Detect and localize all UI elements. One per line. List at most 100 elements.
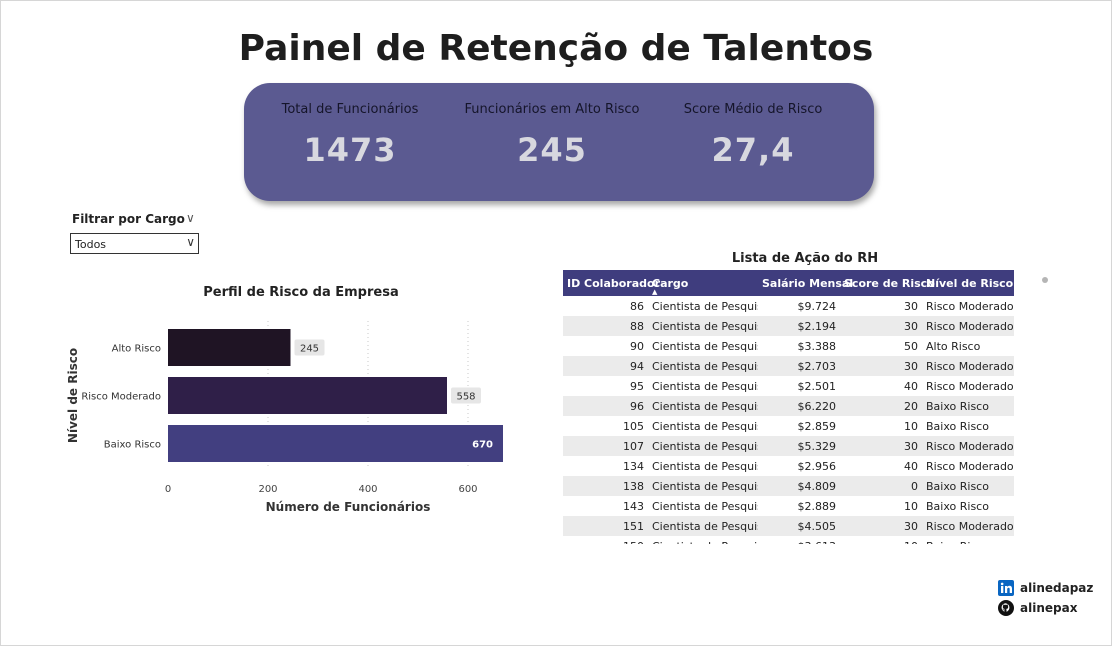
cell-employee-id: 86 — [630, 299, 644, 313]
data-label: 670 — [472, 440, 493, 451]
role-filter-dropdown[interactable]: Todos ∨ — [70, 233, 199, 254]
cell-salary: $5.329 — [797, 439, 837, 453]
slicer-label: Filtrar por Cargo — [72, 212, 185, 226]
cell-risk-score: 30 — [904, 439, 918, 453]
table-row[interactable]: 138 Cientista de Pesquisa $4.809 0 Baixo Ris… — [563, 476, 1014, 496]
kpi-value: 27,4 — [711, 131, 795, 169]
cell-role: Cientista de Pesquisa — [652, 499, 758, 513]
cell-salary: $9.724 — [797, 299, 837, 313]
kpi-label: Total de Funcionários — [281, 102, 419, 117]
cell-salary: $3.613 — [758, 536, 840, 545]
cell-salary: $2.956 — [797, 459, 837, 473]
linkedin-handle: alinedapaz — [1020, 581, 1094, 595]
kpi-value: 245 — [517, 131, 587, 169]
data-label: 245 — [300, 344, 319, 355]
cell-salary: $4.809 — [797, 479, 837, 493]
cell-employee-id: 90 — [630, 339, 644, 353]
cell-risk-level: Alto Risco — [926, 339, 981, 353]
x-tick-label: 0 — [165, 484, 171, 495]
table-row[interactable]: 134 Cientista de Pesquisa $2.956 40 Risco Mo… — [563, 456, 1014, 476]
column-header-role[interactable]: Cargo ▲ — [648, 270, 758, 297]
table-row[interactable]: 96 Cientista de Pesquisa $6.220 20 Baixo Ris… — [563, 396, 1014, 416]
kpi-label: Funcionários em Alto Risco — [464, 102, 640, 117]
bar — [168, 329, 291, 366]
table-row[interactable]: 143 Cientista de Pesquisa $2.889 10 Baixo Ri… — [563, 496, 1014, 516]
y-axis-title: Nível de Risco — [66, 348, 80, 443]
risk-profile-bar-chart: 0 200 400 600 Alto Risco 245 Risco Moderado 558… — [66, 321, 503, 514]
kpi-value: 1473 — [303, 131, 397, 169]
cell-risk-level: Risco Moderado — [926, 379, 1014, 393]
cell-role: Cientista de Pesquisa — [652, 339, 758, 353]
cell-role: Cientista de Pesquisa — [652, 299, 758, 313]
x-axis-title: Número de Funcionários — [266, 500, 431, 514]
table-row[interactable]: 88 Cientista de Pesquisa $2.194 30 Risco Mod… — [563, 316, 1014, 336]
kpi-total-employees: Total de Funcionários 1473 — [250, 83, 450, 169]
cell-risk-score: 30 — [904, 519, 918, 533]
cell-role: Cientista de Pesquisa — [652, 419, 758, 433]
cell-role: Cientista de Pesquisa — [652, 439, 758, 453]
table-row[interactable]: 105 Cientista de Pesquisa $2.859 10 Baixo Ri… — [563, 416, 1014, 436]
table-row[interactable]: 107 Cientista de Pesquisa $5.329 30 Risco Mo… — [563, 436, 1014, 456]
cell-salary: $2.703 — [797, 359, 837, 373]
kpi-high-risk-employees: Funcionários em Alto Risco 245 — [452, 83, 652, 169]
cell-employee-id: 138 — [623, 479, 644, 493]
table-row[interactable]: 94 Cientista de Pesquisa $2.703 30 Risco Mod… — [563, 356, 1014, 376]
role-filter-value: Todos — [75, 238, 107, 251]
github-link[interactable]: alinepax — [998, 600, 1077, 616]
table-row[interactable]: 86 Cientista de Pesquisa $9.724 30 Risco Mod… — [563, 296, 1014, 316]
bar — [168, 425, 503, 462]
cell-role: Cientista de Pesquisa — [652, 319, 758, 333]
x-tick-label: 400 — [358, 484, 377, 495]
kpi-label: Score Médio de Risco — [683, 102, 823, 117]
table-row[interactable]: 90 Cientista de Pesquisa $3.388 50 Alto Risc… — [563, 336, 1014, 356]
cell-risk-level: Risco Moderado — [926, 439, 1014, 453]
linkedin-icon — [998, 580, 1014, 596]
cell-employee-id: 96 — [630, 399, 644, 413]
cell-role: Cientista de Pesquisa — [652, 379, 758, 393]
column-header-role-label: Cargo — [652, 276, 689, 290]
column-header-risk-score[interactable]: Score de Risco — [844, 276, 935, 290]
sort-ascending-icon: ▲ — [652, 288, 658, 296]
column-header-salary[interactable]: Salário Mensal — [762, 276, 854, 290]
cell-risk-level: Risco Moderado — [926, 299, 1014, 313]
cell-role: Cientista de Pesquisa — [652, 399, 758, 413]
cell-risk-score: 30 — [904, 319, 918, 333]
cell-risk-score: 0 — [911, 479, 918, 493]
cell-employee-id: 143 — [623, 499, 644, 513]
github-handle: alinepax — [1020, 601, 1078, 615]
table-row[interactable]: 151 Cientista de Pesquisa $4.505 30 Risco Mo… — [563, 516, 1014, 536]
cell-risk-score: 30 — [904, 359, 918, 373]
scroll-indicator-dot[interactable] — [1042, 277, 1048, 283]
cell-risk-score: 40 — [904, 379, 918, 393]
column-header-risk-level[interactable]: Nível de Risco — [926, 276, 1014, 290]
cell-risk-level: Baixo Risco — [926, 399, 989, 413]
chevron-down-icon[interactable]: ∨ — [186, 211, 195, 225]
cell-risk-score: 50 — [904, 339, 918, 353]
kpi-card: Total de Funcionários 1473 Funcionários … — [244, 83, 874, 201]
cell-employee-id: 107 — [623, 439, 644, 453]
cell-risk-score: 40 — [904, 459, 918, 473]
chart-title: Perfil de Risco da Empresa — [203, 285, 399, 300]
cell-salary: $6.220 — [797, 399, 837, 413]
x-tick-label: 200 — [258, 484, 277, 495]
table-title: Lista de Ação do RH — [731, 251, 879, 266]
linkedin-link[interactable]: alinedapaz — [998, 580, 1093, 596]
cell-employee-id: 95 — [630, 379, 644, 393]
cell-risk-level: Risco Moderado — [926, 359, 1014, 373]
column-header-employee-id[interactable]: ID Colaborador — [567, 276, 661, 290]
cell-salary: $2.889 — [797, 499, 837, 513]
cell-risk-level: Baixo Risco — [926, 419, 989, 433]
table-header-row: ID Colaborador Cargo ▲ Salário Mensal Sco… — [563, 270, 1014, 296]
cell-employee-id: 150 — [563, 536, 648, 545]
cell-risk-level: Risco Moderado — [926, 319, 1014, 333]
cell-salary: $2.859 — [797, 419, 837, 433]
table-row[interactable]: 95 Cientista de Pesquisa $2.501 40 Risco Mod… — [563, 376, 1014, 396]
kpi-average-risk-score: Score Médio de Risco 27,4 — [653, 83, 853, 169]
table-row[interactable]: 150Cientista de Pesquisa$3.61310Baixo Ri… — [563, 536, 1014, 544]
cell-risk-score: 30 — [904, 299, 918, 313]
cell-risk-level: Baixo Risco — [926, 479, 989, 493]
chevron-down-icon: ∨ — [186, 235, 195, 249]
cell-role: Cientista de Pesquisa — [652, 359, 758, 373]
cell-risk-level: Risco Moderado — [926, 459, 1014, 473]
hr-action-table[interactable]: ID Colaborador Cargo ▲ Salário Mensal Sco… — [563, 270, 1014, 544]
